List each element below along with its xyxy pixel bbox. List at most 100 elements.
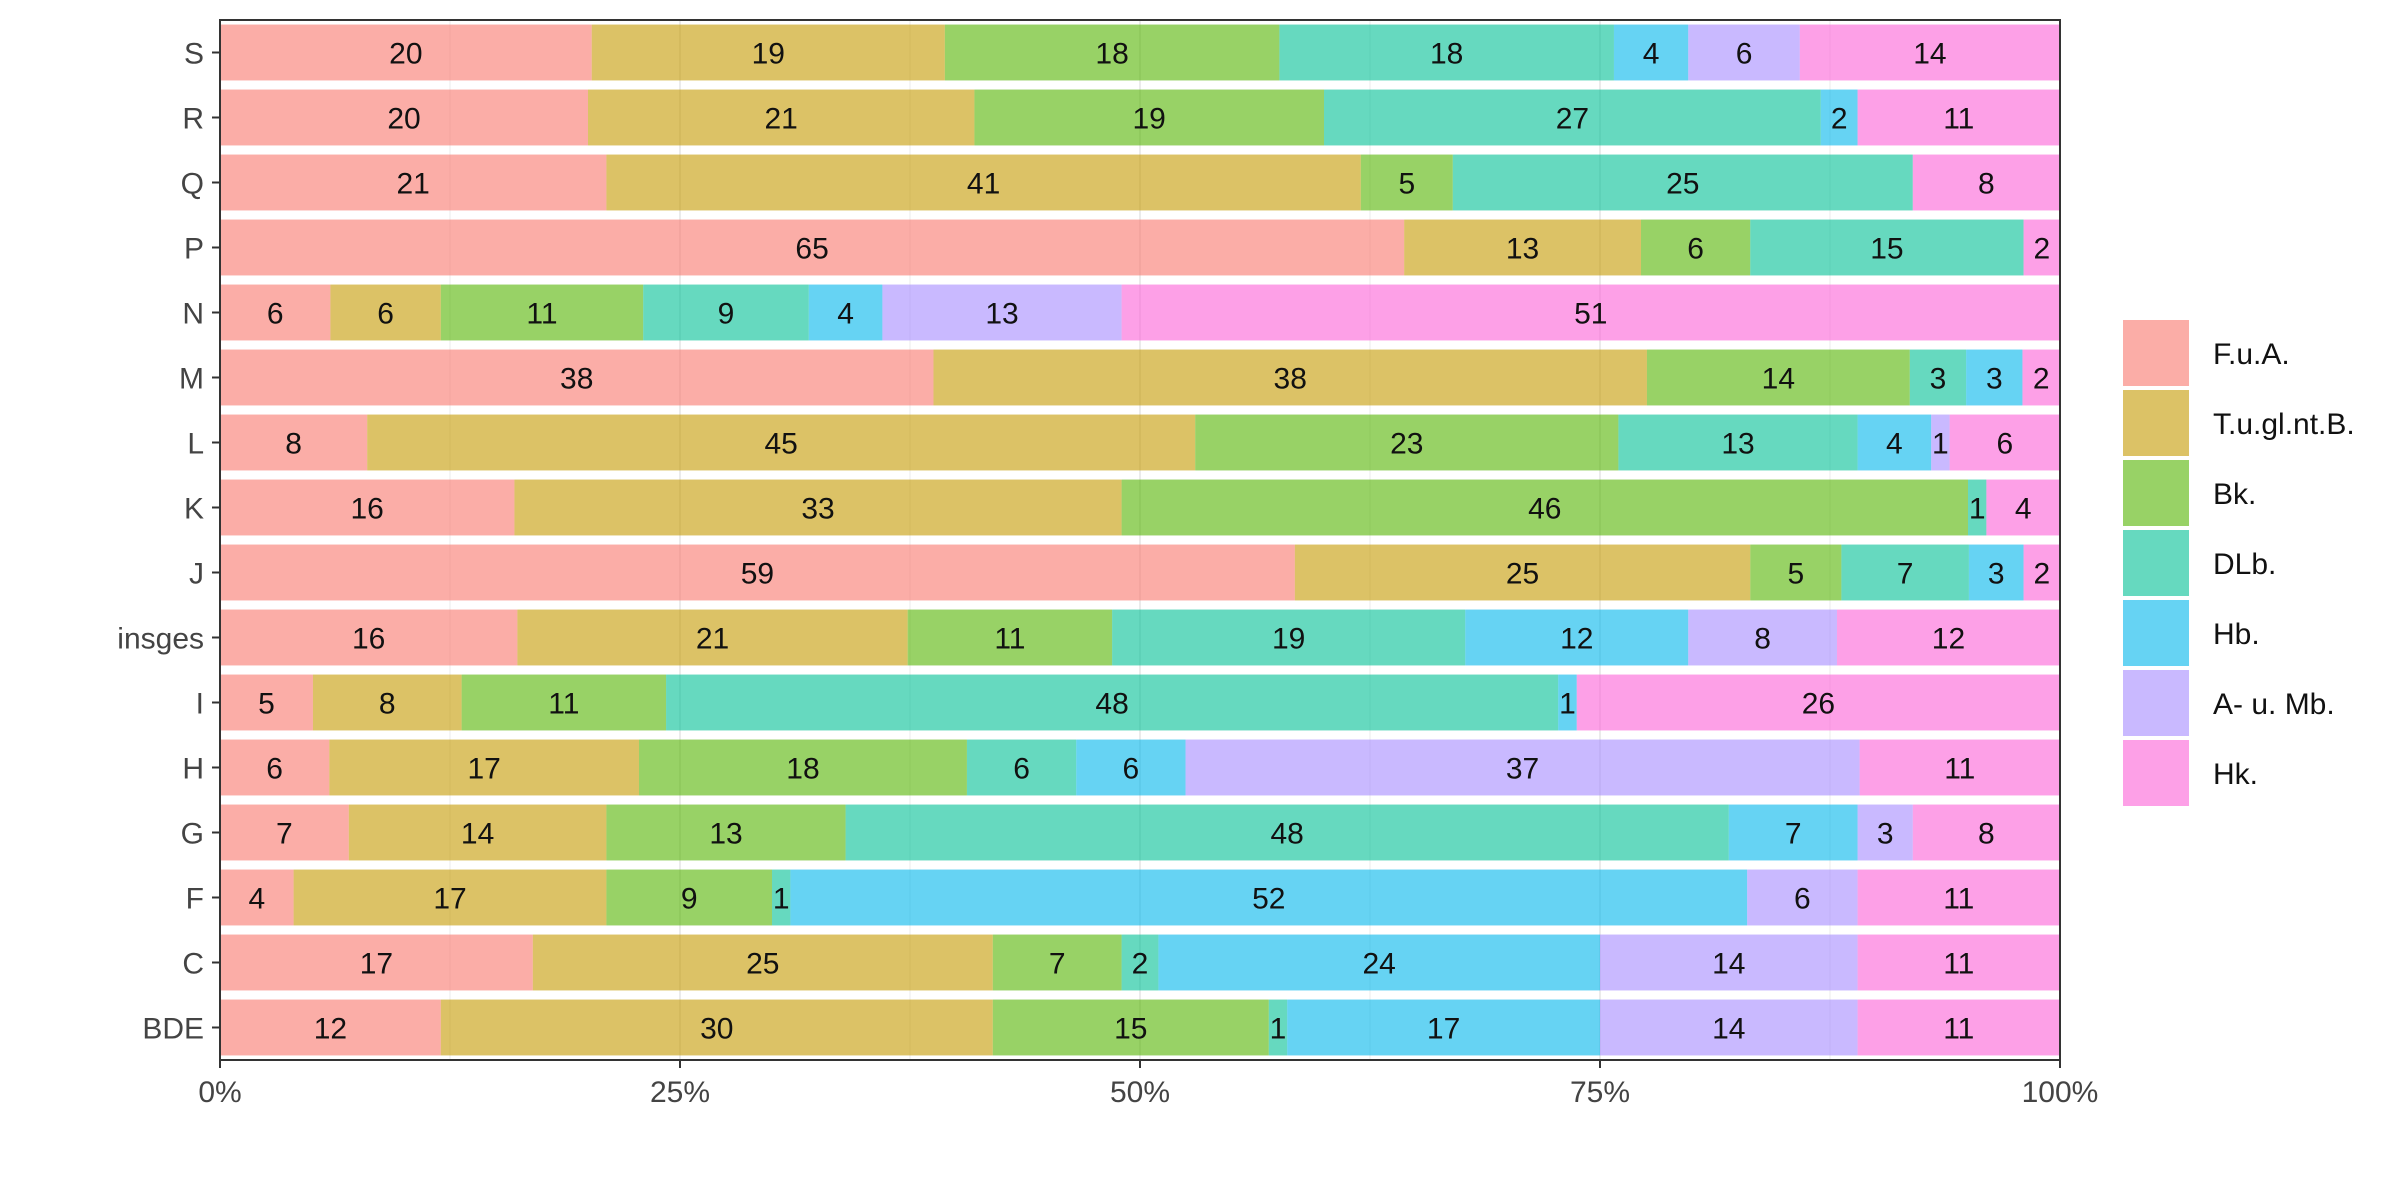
bar-segment: [220, 544, 1295, 601]
category-label: I: [196, 688, 204, 721]
legend-label: A- u. Mb.: [2213, 688, 2335, 721]
bar-segment: [639, 739, 967, 796]
bar-segment: [220, 284, 331, 341]
bar-segment: [1121, 934, 1159, 991]
bar-value-label: 25: [746, 948, 779, 981]
bar-value-label: 1: [1969, 493, 1986, 526]
bar-value-label: 21: [696, 623, 729, 656]
bar-value-label: 14: [1712, 948, 1745, 981]
bar-value-label: 6: [266, 753, 283, 786]
bar-segment: [1750, 219, 2024, 276]
bar-segment: [1195, 414, 1619, 471]
bar-value-label: 6: [1794, 883, 1811, 916]
bar-segment: [1857, 999, 2060, 1056]
bar-segment: [330, 284, 441, 341]
bar-value-label: 2: [1132, 948, 1149, 981]
bar-value-label: 23: [1390, 428, 1423, 461]
bar-segment: [220, 479, 515, 536]
bar-value-label: 6: [267, 298, 284, 331]
bar-segment: [1600, 999, 1858, 1056]
category-label: N: [182, 298, 204, 331]
bar-segment: [1600, 934, 1858, 991]
legend-key: [2123, 390, 2189, 456]
bar-value-label: 45: [765, 428, 798, 461]
bar-segment: [517, 609, 908, 666]
bar-value-label: 8: [285, 428, 302, 461]
bar-segment: [514, 479, 1122, 536]
legend-key: [2123, 740, 2189, 806]
bar-segment: [220, 999, 441, 1056]
bar-value-label: 33: [801, 493, 834, 526]
bar-value-label: 65: [795, 233, 828, 266]
bar-value-label: 14: [461, 818, 494, 851]
bar-value-label: 16: [352, 623, 385, 656]
bar-segment: [1909, 349, 1967, 406]
bar-segment: [588, 89, 975, 146]
bar-value-label: 18: [786, 753, 819, 786]
bar-value-label: 14: [1712, 1013, 1745, 1046]
category-label: L: [187, 428, 204, 461]
category-label: S: [184, 38, 204, 71]
bar-segment: [532, 934, 993, 991]
bar-value-label: 17: [360, 948, 393, 981]
bar-value-label: 37: [1506, 753, 1539, 786]
bar-segment: [220, 349, 934, 406]
bar-value-label: 3: [1930, 363, 1947, 396]
bar-value-label: 18: [1095, 38, 1128, 71]
bar-value-label: 52: [1252, 883, 1285, 916]
bar-value-label: 2: [2033, 558, 2050, 591]
bar-segment: [974, 89, 1324, 146]
bar-value-label: 6: [1996, 428, 2013, 461]
category-label: H: [182, 753, 204, 786]
bar-segment: [1613, 24, 1689, 81]
bar-segment: [1360, 154, 1453, 211]
bar-segment: [1857, 414, 1932, 471]
bar-value-label: 6: [1123, 753, 1140, 786]
category-label: BDE: [142, 1013, 204, 1046]
bar-segment: [1747, 869, 1858, 926]
bar-segment: [1857, 89, 2060, 146]
bar-value-label: 21: [765, 103, 798, 136]
bar-value-label: 6: [1687, 233, 1704, 266]
bar-segment: [606, 869, 772, 926]
bar-value-label: 9: [718, 298, 735, 331]
bar-value-label: 11: [1943, 103, 1974, 136]
bar-segment: [933, 349, 1647, 406]
bar-value-label: 25: [1666, 168, 1699, 201]
bar-segment: [1158, 934, 1600, 991]
bar-segment: [992, 934, 1122, 991]
bar-value-label: 8: [1754, 623, 1771, 656]
bar-segment: [220, 414, 368, 471]
category-label: insges: [117, 623, 204, 656]
bar-value-label: 6: [1013, 753, 1030, 786]
bar-value-label: 19: [1133, 103, 1166, 136]
bar-segment: [367, 414, 1196, 471]
bar-segment: [1799, 24, 2060, 81]
bar-value-label: 5: [258, 688, 275, 721]
bar-segment: [220, 739, 330, 796]
bar-value-label: 13: [1721, 428, 1754, 461]
bar-segment: [1294, 544, 1751, 601]
category-label: F: [186, 883, 204, 916]
bar-value-label: 8: [1978, 168, 1995, 201]
bar-segment: [643, 284, 809, 341]
bar-segment: [220, 89, 588, 146]
bar-value-label: 30: [700, 1013, 733, 1046]
legend-label: DLb.: [2213, 548, 2276, 581]
bar-value-label: 11: [526, 298, 557, 331]
bar-value-label: 6: [377, 298, 394, 331]
bar-value-label: 12: [314, 1013, 347, 1046]
bar-segment: [1688, 24, 1800, 81]
bar-segment: [1465, 609, 1689, 666]
bar-value-label: 11: [1943, 1013, 1974, 1046]
bar-value-label: 21: [397, 168, 430, 201]
category-label: C: [182, 948, 204, 981]
bar-value-label: 41: [967, 168, 1000, 201]
x-axis: 0% 25% 50% 75% 100%: [198, 1060, 2098, 1109]
bar-segment: [220, 219, 1405, 276]
bar-segment: [1836, 609, 2060, 666]
bar-value-label: 1: [773, 883, 790, 916]
category-label: Q: [181, 168, 204, 201]
